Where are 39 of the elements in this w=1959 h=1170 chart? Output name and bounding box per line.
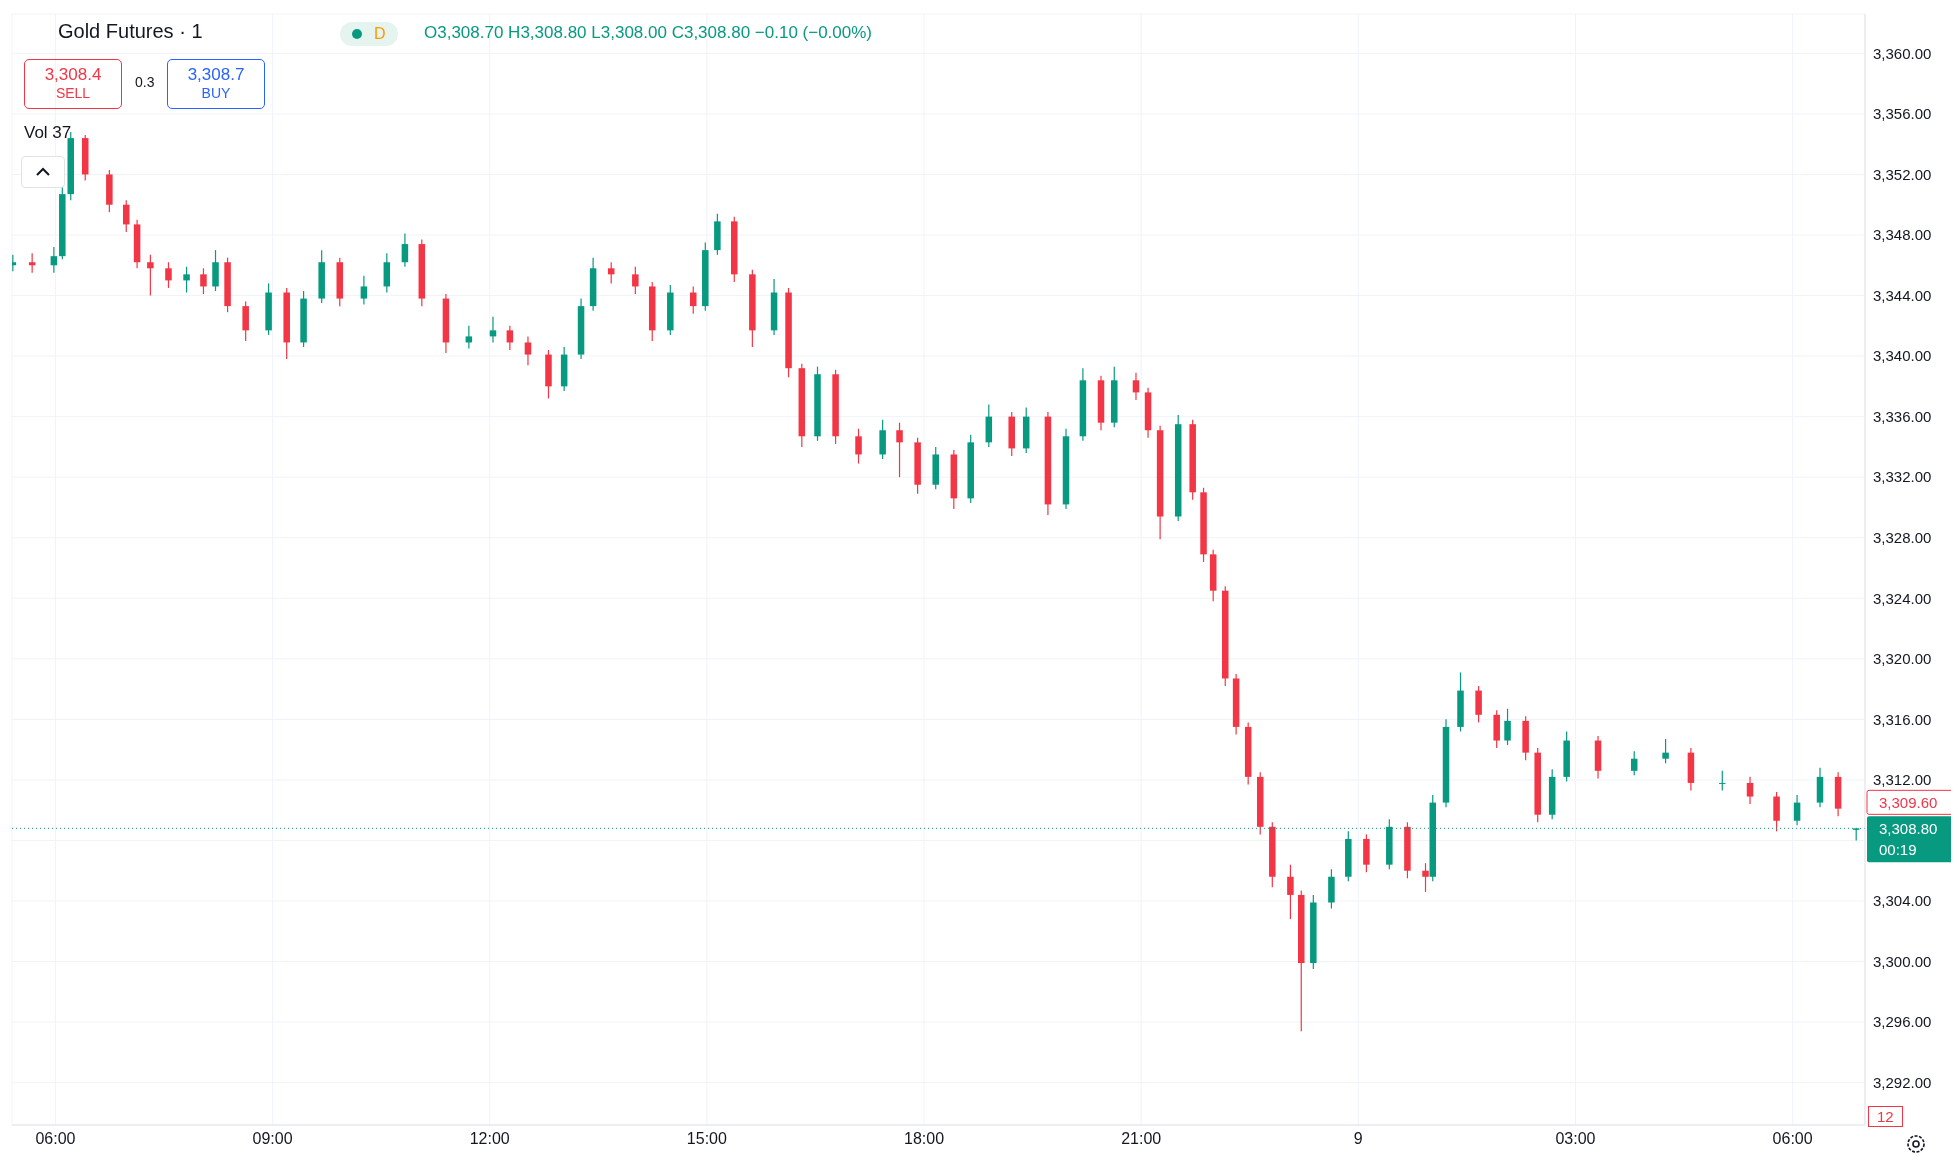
annotation: SELL (54, 85, 92, 101)
y-tick-label: 3,324.00 (1873, 589, 1932, 607)
text: 3,309.60 (1879, 794, 1938, 812)
annotation: 0.3 (135, 74, 155, 90)
annotation: O3,308.70 H3,308.80 L3,308.00 C3,308.80 −0.10 (−0.00%) (424, 23, 873, 43)
y-tick-label: 3,336.00 (1873, 407, 1932, 425)
x-tick-label: 06:00 (35, 1130, 76, 1148)
x-tick-label: 09:00 (252, 1130, 293, 1148)
y-tick-label: 3,360.00 (1873, 44, 1932, 62)
x-tick-label: 12:00 (469, 1130, 510, 1148)
y-tick-label: 3,332.00 (1873, 468, 1932, 486)
y-tick-label: 3,316.00 (1873, 710, 1932, 728)
text: 00:19 (1879, 841, 1917, 859)
annotation: 3,308.7 (186, 65, 246, 85)
x-tick-label: 15:00 (686, 1130, 727, 1148)
x-tick-label: 21:00 (1121, 1130, 1162, 1148)
annotation: Vol 37 (24, 123, 72, 143)
y-tick-label: 3,320.00 (1873, 650, 1932, 668)
annotation: 3,308.4 (43, 65, 103, 85)
y-tick-label: 3,312.00 (1873, 771, 1932, 789)
x-tick-label: 06:00 (1772, 1130, 1813, 1148)
y-tick-label: 3,300.00 (1873, 952, 1932, 970)
x-tick-label: 03:00 (1555, 1130, 1596, 1148)
x-tick-label: 9 (1353, 1130, 1363, 1148)
annotation: D (374, 25, 386, 43)
y-tick-label: 3,348.00 (1873, 226, 1932, 244)
annotation: BUY (200, 85, 232, 101)
y-tick-label: 3,304.00 (1873, 892, 1932, 910)
y-tick-label: 3,340.00 (1873, 347, 1932, 365)
y-tick-label: 3,356.00 (1873, 105, 1932, 123)
y-tick-label: 3,344.00 (1873, 286, 1932, 304)
y-tick-label: 3,292.00 (1873, 1073, 1932, 1091)
text: 12 (1868, 1106, 1903, 1127)
y-tick-label: 3,328.00 (1873, 529, 1932, 547)
y-tick-label: 3,296.00 (1873, 1013, 1932, 1031)
x-tick-label: 18:00 (904, 1130, 945, 1148)
ref-line-label: 3,308.80 (1879, 820, 1938, 838)
y-tick-label: 3,352.00 (1873, 165, 1932, 183)
chart-title: Gold Futures · 1 (58, 20, 203, 43)
